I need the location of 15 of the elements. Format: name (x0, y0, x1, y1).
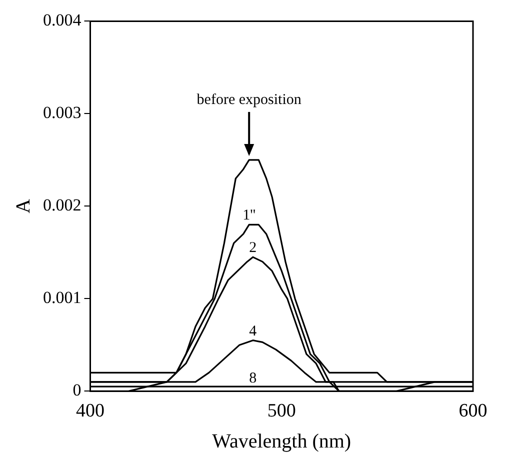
y-axis-title: A (12, 198, 34, 214)
y-tick-label: 0.004 (43, 10, 82, 30)
series-label: 4 (249, 323, 258, 340)
series-label: 1'' (242, 208, 256, 224)
series-label: 8 (249, 370, 257, 387)
y-tick-label: 0.001 (43, 288, 82, 308)
y-tick-label: 0.003 (43, 103, 82, 122)
series-label: 2 (249, 240, 257, 256)
x-axis-title: Wavelength (nm) (212, 430, 352, 452)
y-tick-label: 0.002 (43, 196, 82, 215)
text: before exposition (196, 92, 302, 108)
x-tick-label: 500 (267, 400, 296, 422)
x-tick-label: 400 (76, 400, 104, 422)
x-tick-label: 600 (458, 400, 488, 422)
y-tick-label: 0 (72, 380, 82, 400)
